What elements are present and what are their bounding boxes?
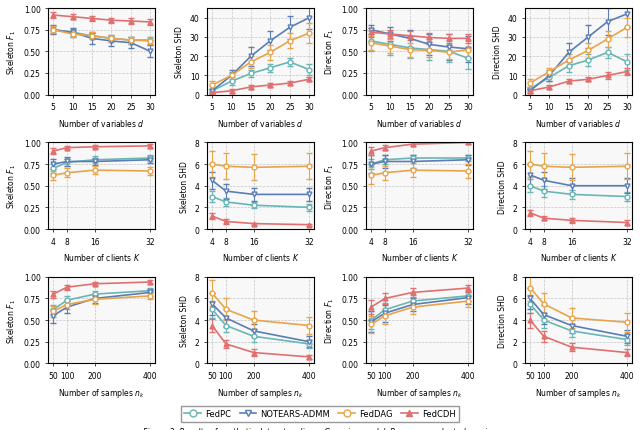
Y-axis label: Skeleton $F_1$: Skeleton $F_1$ [6, 30, 18, 75]
Y-axis label: Skeleton SHD: Skeleton SHD [180, 295, 189, 346]
X-axis label: Number of clients $K$: Number of clients $K$ [381, 252, 458, 263]
Y-axis label: Skeleton SHD: Skeleton SHD [175, 26, 184, 78]
X-axis label: Number of clients $K$: Number of clients $K$ [222, 252, 300, 263]
Y-axis label: Direction $F_1$: Direction $F_1$ [323, 297, 336, 344]
X-axis label: Number of variables $d$: Number of variables $d$ [58, 117, 145, 129]
X-axis label: Number of samples $n_k$: Number of samples $n_k$ [217, 386, 304, 399]
X-axis label: Number of samples $n_k$: Number of samples $n_k$ [535, 386, 622, 399]
Y-axis label: Direction SHD: Direction SHD [493, 25, 502, 79]
X-axis label: Number of variables $d$: Number of variables $d$ [535, 117, 622, 129]
Y-axis label: Skeleton $F_1$: Skeleton $F_1$ [6, 298, 18, 343]
X-axis label: Number of variables $d$: Number of variables $d$ [376, 117, 463, 129]
X-axis label: Number of samples $n_k$: Number of samples $n_k$ [376, 386, 463, 399]
Y-axis label: Direction $F_1$: Direction $F_1$ [323, 163, 336, 209]
X-axis label: Number of clients $K$: Number of clients $K$ [63, 252, 141, 263]
Text: Figure 3: Results of synthetic dataset on linear Gaussian model. Rows are evalua: Figure 3: Results of synthetic dataset o… [143, 427, 497, 430]
Y-axis label: Skeleton $F_1$: Skeleton $F_1$ [6, 164, 18, 209]
Legend: FedPC, NOTEARS-ADMM, FedDAG, FedCDH: FedPC, NOTEARS-ADMM, FedDAG, FedCDH [181, 406, 459, 421]
X-axis label: Number of samples $n_k$: Number of samples $n_k$ [58, 386, 145, 399]
X-axis label: Number of clients $K$: Number of clients $K$ [540, 252, 618, 263]
Y-axis label: Direction SHD: Direction SHD [498, 294, 507, 347]
Y-axis label: Direction $F_1$: Direction $F_1$ [323, 29, 336, 75]
Y-axis label: Direction SHD: Direction SHD [498, 160, 507, 213]
Y-axis label: Skeleton SHD: Skeleton SHD [180, 160, 189, 212]
X-axis label: Number of variables $d$: Number of variables $d$ [217, 117, 304, 129]
